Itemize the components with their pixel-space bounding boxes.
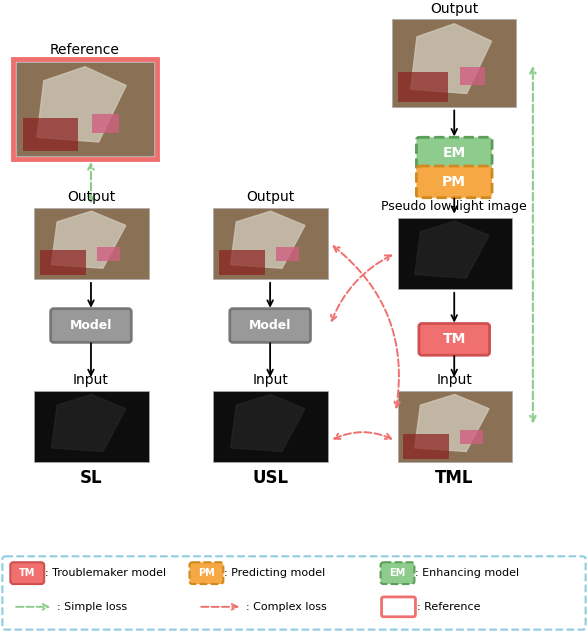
- Bar: [397, 217, 512, 289]
- Text: Input: Input: [436, 373, 472, 387]
- Text: TM: TM: [443, 332, 466, 346]
- FancyBboxPatch shape: [230, 308, 310, 343]
- Bar: [92, 114, 119, 133]
- Text: Input: Input: [252, 373, 288, 387]
- Polygon shape: [230, 211, 305, 268]
- Polygon shape: [410, 24, 492, 94]
- Bar: [460, 68, 485, 85]
- Polygon shape: [415, 394, 489, 451]
- FancyBboxPatch shape: [416, 137, 492, 169]
- Bar: [23, 118, 78, 152]
- Text: : Enhancing model: : Enhancing model: [416, 568, 520, 578]
- FancyBboxPatch shape: [419, 324, 490, 355]
- Text: TML: TML: [435, 469, 473, 487]
- Polygon shape: [51, 394, 126, 451]
- Text: EM: EM: [389, 568, 406, 578]
- FancyBboxPatch shape: [51, 308, 131, 343]
- Bar: [16, 62, 153, 156]
- Text: Reference: Reference: [50, 43, 120, 57]
- Text: : Simple loss: : Simple loss: [57, 602, 127, 612]
- FancyBboxPatch shape: [416, 166, 492, 198]
- Text: Output: Output: [246, 190, 294, 204]
- Text: : Troublemaker model: : Troublemaker model: [45, 568, 166, 578]
- Bar: [34, 391, 149, 462]
- Text: PM: PM: [198, 568, 215, 578]
- Text: SL: SL: [79, 469, 102, 487]
- Text: Input: Input: [73, 373, 109, 387]
- Bar: [34, 208, 149, 279]
- Text: USL: USL: [252, 469, 288, 487]
- Bar: [219, 250, 265, 276]
- Bar: [398, 71, 448, 102]
- FancyBboxPatch shape: [382, 597, 416, 617]
- Text: Model: Model: [249, 319, 291, 332]
- Text: PM: PM: [442, 175, 466, 189]
- Polygon shape: [51, 211, 126, 268]
- Polygon shape: [230, 394, 305, 451]
- Bar: [392, 20, 516, 107]
- Text: Output: Output: [430, 3, 479, 16]
- Polygon shape: [37, 67, 126, 142]
- Bar: [213, 208, 328, 279]
- Bar: [14, 59, 156, 159]
- Text: : Complex loss: : Complex loss: [246, 602, 327, 612]
- Bar: [213, 391, 328, 462]
- Bar: [403, 434, 449, 459]
- FancyBboxPatch shape: [189, 562, 223, 584]
- Bar: [460, 430, 483, 444]
- Text: : Reference: : Reference: [417, 602, 481, 612]
- Polygon shape: [415, 221, 489, 278]
- Bar: [97, 247, 120, 261]
- Bar: [276, 247, 299, 261]
- Text: Output: Output: [67, 190, 115, 204]
- FancyBboxPatch shape: [380, 562, 415, 584]
- FancyBboxPatch shape: [2, 556, 586, 629]
- Bar: [397, 391, 512, 462]
- FancyBboxPatch shape: [11, 562, 44, 584]
- Text: TM: TM: [19, 568, 35, 578]
- Text: EM: EM: [443, 146, 466, 160]
- Text: Pseudo low-light image: Pseudo low-light image: [382, 200, 527, 213]
- Text: Model: Model: [70, 319, 112, 332]
- Text: : Predicting model: : Predicting model: [225, 568, 326, 578]
- Bar: [40, 250, 86, 276]
